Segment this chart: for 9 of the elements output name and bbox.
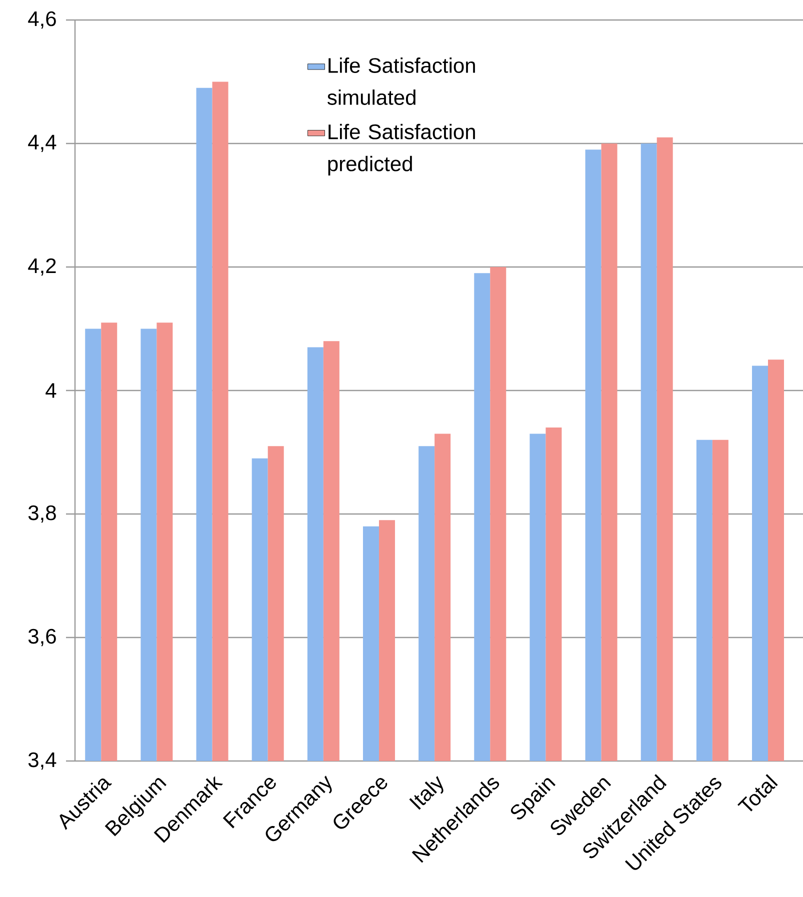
legend-label: Life Satisfaction simulated bbox=[327, 58, 475, 105]
y-tick-label: 4 bbox=[46, 383, 56, 398]
y-tick-label: 4,2 bbox=[28, 258, 56, 276]
y-tick-label: 3,8 bbox=[28, 505, 56, 523]
legend-label: Life Satisfaction predicted bbox=[328, 124, 475, 176]
y-tick-label: 3,4 bbox=[28, 752, 56, 770]
y-tick-label: 4,6 bbox=[28, 11, 56, 29]
y-tick-label: 3,6 bbox=[28, 628, 56, 646]
y-tick-label: 4,4 bbox=[28, 134, 56, 152]
